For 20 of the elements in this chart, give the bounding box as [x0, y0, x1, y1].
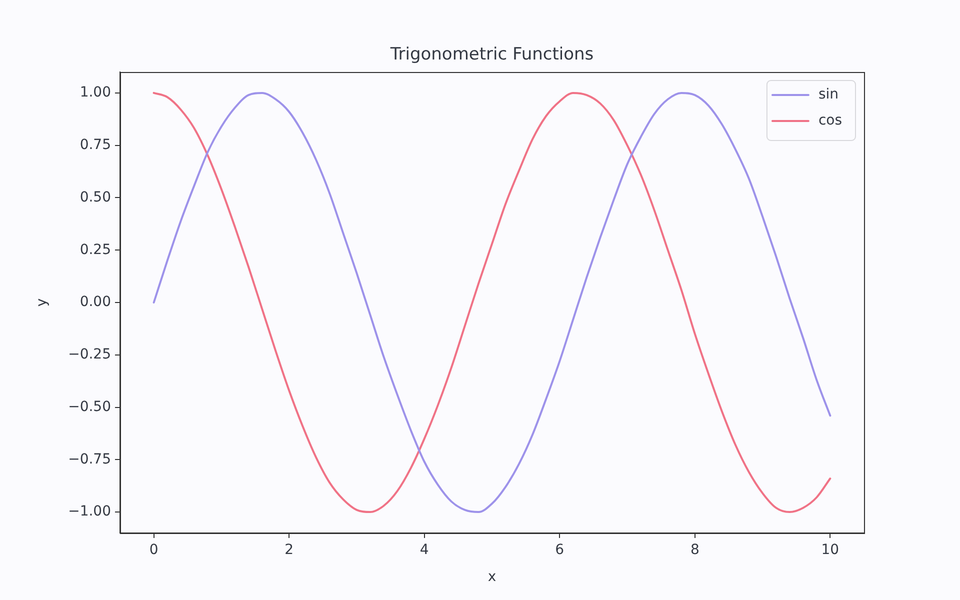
y-tick-label: 0.25: [80, 242, 111, 258]
y-tick-label: −0.75: [68, 451, 111, 468]
x-axis-title: x: [488, 569, 496, 586]
y-tick-label: 0.50: [80, 189, 111, 206]
y-tick-label: −1.00: [68, 504, 111, 520]
x-tick-label: 2: [284, 542, 294, 558]
x-tick-label: 10: [821, 542, 840, 558]
legend-label: cos: [818, 112, 842, 129]
y-tick-label: −0.25: [68, 346, 111, 363]
y-tick-label: −0.50: [68, 398, 111, 415]
x-tick-label: 0: [149, 542, 158, 558]
x-tick-label: 4: [420, 542, 429, 558]
y-tick-label: 1.00: [80, 84, 111, 101]
x-tick-label: 6: [555, 542, 564, 558]
chart-title: Trigonometric Functions: [389, 44, 594, 64]
legend-label: sin: [818, 86, 839, 103]
y-tick-label: 0.75: [80, 136, 111, 153]
x-tick-label: 8: [690, 542, 700, 558]
y-tick-label: 0.00: [80, 294, 111, 310]
y-axis-title: y: [34, 298, 50, 307]
